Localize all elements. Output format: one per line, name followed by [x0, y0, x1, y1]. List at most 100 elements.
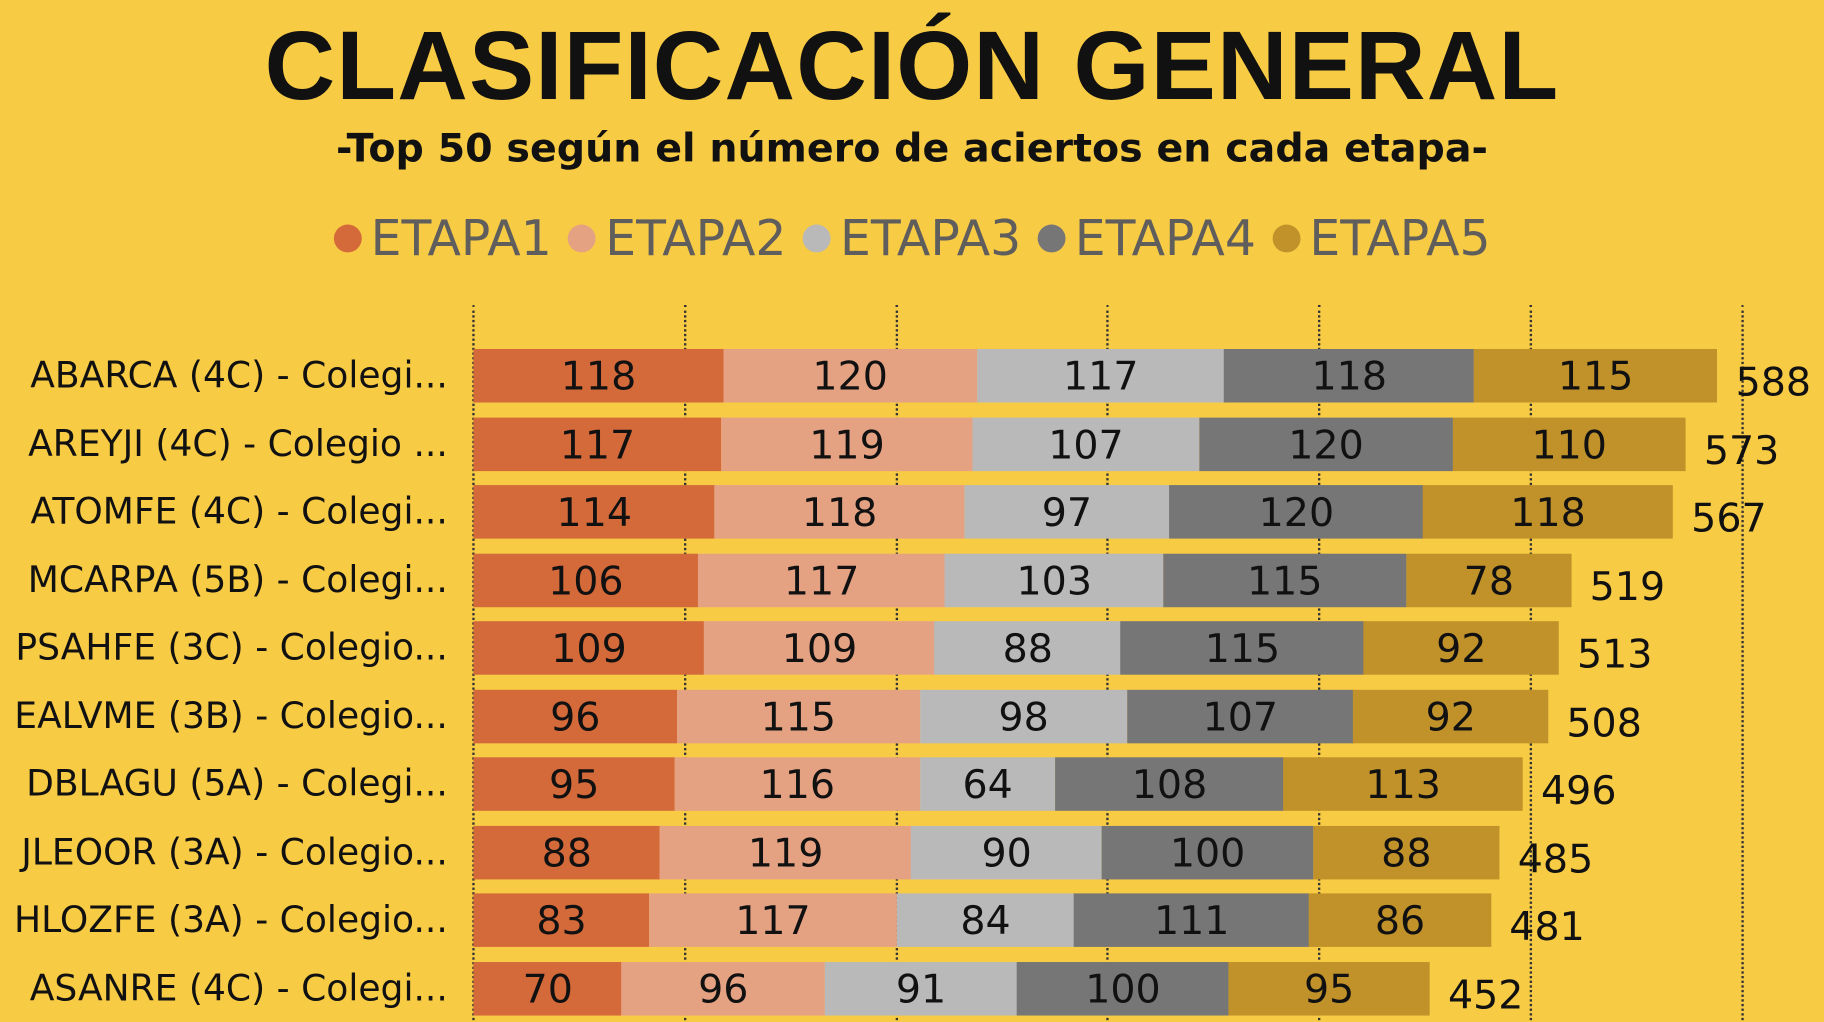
legend-marker-icon [1037, 223, 1066, 252]
bar-segment-etapa2[interactable]: 116 [674, 757, 921, 811]
total-label: 513 [1576, 631, 1653, 679]
bar-segment-etapa4[interactable]: 107 [1126, 689, 1354, 743]
bar-segment-etapa2[interactable]: 109 [703, 621, 936, 675]
bar-segment-etapa4[interactable]: 111 [1074, 893, 1310, 947]
bar-segment-etapa1[interactable]: 114 [473, 485, 716, 539]
bar-segment-etapa4[interactable]: 115 [1162, 553, 1407, 607]
bar-segment-etapa4[interactable]: 118 [1224, 348, 1475, 403]
data-label: 115 [1247, 557, 1323, 605]
data-label: 95 [549, 761, 600, 809]
bar-segment-etapa2[interactable]: 119 [720, 417, 974, 471]
bar-segment-etapa1[interactable]: 96 [473, 689, 678, 743]
legend-marker-icon [568, 223, 596, 252]
chart-subtitle: -Top 50 según el número de aciertos en c… [336, 125, 1488, 173]
bar-segment-etapa5[interactable]: 88 [1313, 825, 1500, 879]
data-label: 118 [1311, 353, 1387, 401]
bar-segment-etapa1[interactable]: 117 [473, 417, 722, 471]
bar-segment-etapa2[interactable]: 119 [659, 825, 912, 879]
bar-segment-etapa1[interactable]: 109 [473, 621, 705, 675]
bar-segment-etapa3[interactable]: 103 [945, 553, 1164, 607]
data-label: 114 [556, 489, 633, 537]
bar-segment-etapa5[interactable]: 78 [1406, 553, 1572, 607]
data-label: 88 [1002, 625, 1053, 673]
bar-segment-etapa5[interactable]: 115 [1473, 348, 1718, 403]
data-label: 92 [1436, 625, 1487, 673]
bar-segment-etapa5[interactable]: 95 [1228, 961, 1430, 1015]
category-label: DBLAGU (5A) - Colegi... [26, 763, 448, 805]
bar-segment-etapa3[interactable]: 88 [934, 621, 1122, 675]
bar-segment-etapa3[interactable]: 90 [911, 825, 1103, 879]
data-label: 64 [962, 761, 1013, 809]
bar-segment-etapa2[interactable]: 120 [722, 348, 978, 403]
total-label: 588 [1735, 359, 1812, 406]
legend-label: ETAPA5 [1309, 209, 1491, 267]
bar-segment-etapa3[interactable]: 97 [964, 485, 1170, 539]
category-label: ASANRE (4C) - Colegi... [29, 967, 448, 1010]
bar-segment-etapa4[interactable]: 100 [1101, 825, 1314, 879]
bar-segment-etapa2[interactable]: 118 [714, 485, 965, 539]
data-label: 88 [541, 829, 592, 877]
category-label: ABARCA (4C) - Colegi... [30, 354, 448, 397]
bar-segment-etapa4[interactable]: 100 [1016, 961, 1230, 1015]
bar-segment-etapa4[interactable]: 120 [1169, 485, 1424, 539]
category-label: MCARPA (5B) - Colegi... [27, 558, 448, 601]
data-label: 103 [1016, 557, 1093, 605]
data-label: 113 [1365, 761, 1441, 809]
bar-segment-etapa2[interactable]: 96 [621, 961, 826, 1015]
bar-segment-etapa4[interactable]: 120 [1198, 417, 1454, 471]
bar-segment-etapa5[interactable]: 86 [1308, 893, 1492, 947]
bar-segment-etapa5[interactable]: 118 [1423, 485, 1674, 539]
bar-segment-etapa1[interactable]: 88 [473, 825, 661, 879]
legend-item-etapa2[interactable]: ETAPA2 [568, 209, 786, 266]
data-label: 88 [1381, 829, 1432, 877]
data-label: 117 [1063, 353, 1139, 401]
data-label: 118 [560, 353, 637, 401]
bar-segment-etapa1[interactable]: 70 [473, 961, 623, 1015]
legend-label: ETAPA2 [605, 209, 787, 267]
bar-segment-etapa2[interactable]: 117 [697, 553, 946, 607]
bar-segment-etapa5[interactable]: 92 [1353, 689, 1549, 743]
bar-segment-etapa3[interactable]: 84 [896, 893, 1075, 947]
data-label: 111 [1153, 898, 1230, 945]
data-label: 95 [1304, 966, 1355, 1013]
bar-segment-etapa4[interactable]: 108 [1055, 757, 1284, 811]
bar-segment-etapa1[interactable]: 95 [473, 757, 675, 811]
bar-segment-etapa3[interactable]: 64 [919, 757, 1056, 811]
bar-segment-etapa4[interactable]: 115 [1120, 621, 1365, 675]
data-label: 110 [1531, 421, 1607, 469]
bar-segment-etapa1[interactable]: 83 [473, 893, 650, 947]
data-label: 96 [698, 966, 749, 1013]
data-label: 91 [895, 966, 947, 1013]
legend-item-etapa5[interactable]: ETAPA5 [1272, 209, 1491, 267]
legend-marker-icon [802, 223, 831, 252]
bar-segment-etapa3[interactable]: 107 [972, 417, 1200, 471]
legend-item-etapa1[interactable]: ETAPA1 [333, 209, 552, 266]
legend-label: ETAPA4 [1074, 209, 1256, 267]
bar-segment-etapa5[interactable]: 113 [1283, 757, 1523, 811]
chart-title: CLASIFICACIÓN GENERAL [264, 10, 1560, 120]
bar-segment-etapa1[interactable]: 106 [473, 553, 699, 607]
legend-item-etapa3[interactable]: ETAPA3 [802, 209, 1021, 266]
legend-item-etapa4[interactable]: ETAPA4 [1037, 209, 1256, 267]
data-label: 107 [1202, 693, 1279, 741]
bar-segment-etapa1[interactable]: 118 [473, 348, 724, 403]
total-label: 485 [1517, 835, 1594, 883]
data-label: 100 [1085, 966, 1161, 1013]
bar-segment-etapa3[interactable]: 98 [919, 689, 1128, 743]
data-label: 117 [559, 421, 636, 469]
bar-segment-etapa5[interactable]: 110 [1452, 417, 1686, 471]
data-label: 106 [548, 557, 624, 605]
data-label: 118 [801, 489, 878, 537]
bar-segment-etapa5[interactable]: 92 [1363, 621, 1559, 675]
legend-marker-icon [1272, 223, 1301, 252]
data-label: 90 [981, 829, 1032, 877]
data-label: 84 [960, 898, 1011, 945]
bar-segment-etapa2[interactable]: 115 [676, 689, 921, 743]
data-label: 120 [1258, 489, 1335, 537]
legend-marker-icon [333, 223, 362, 252]
bar-segment-etapa3[interactable]: 117 [976, 348, 1225, 403]
bar-segment-etapa2[interactable]: 117 [648, 893, 897, 947]
bar-segment-etapa3[interactable]: 91 [824, 961, 1018, 1015]
